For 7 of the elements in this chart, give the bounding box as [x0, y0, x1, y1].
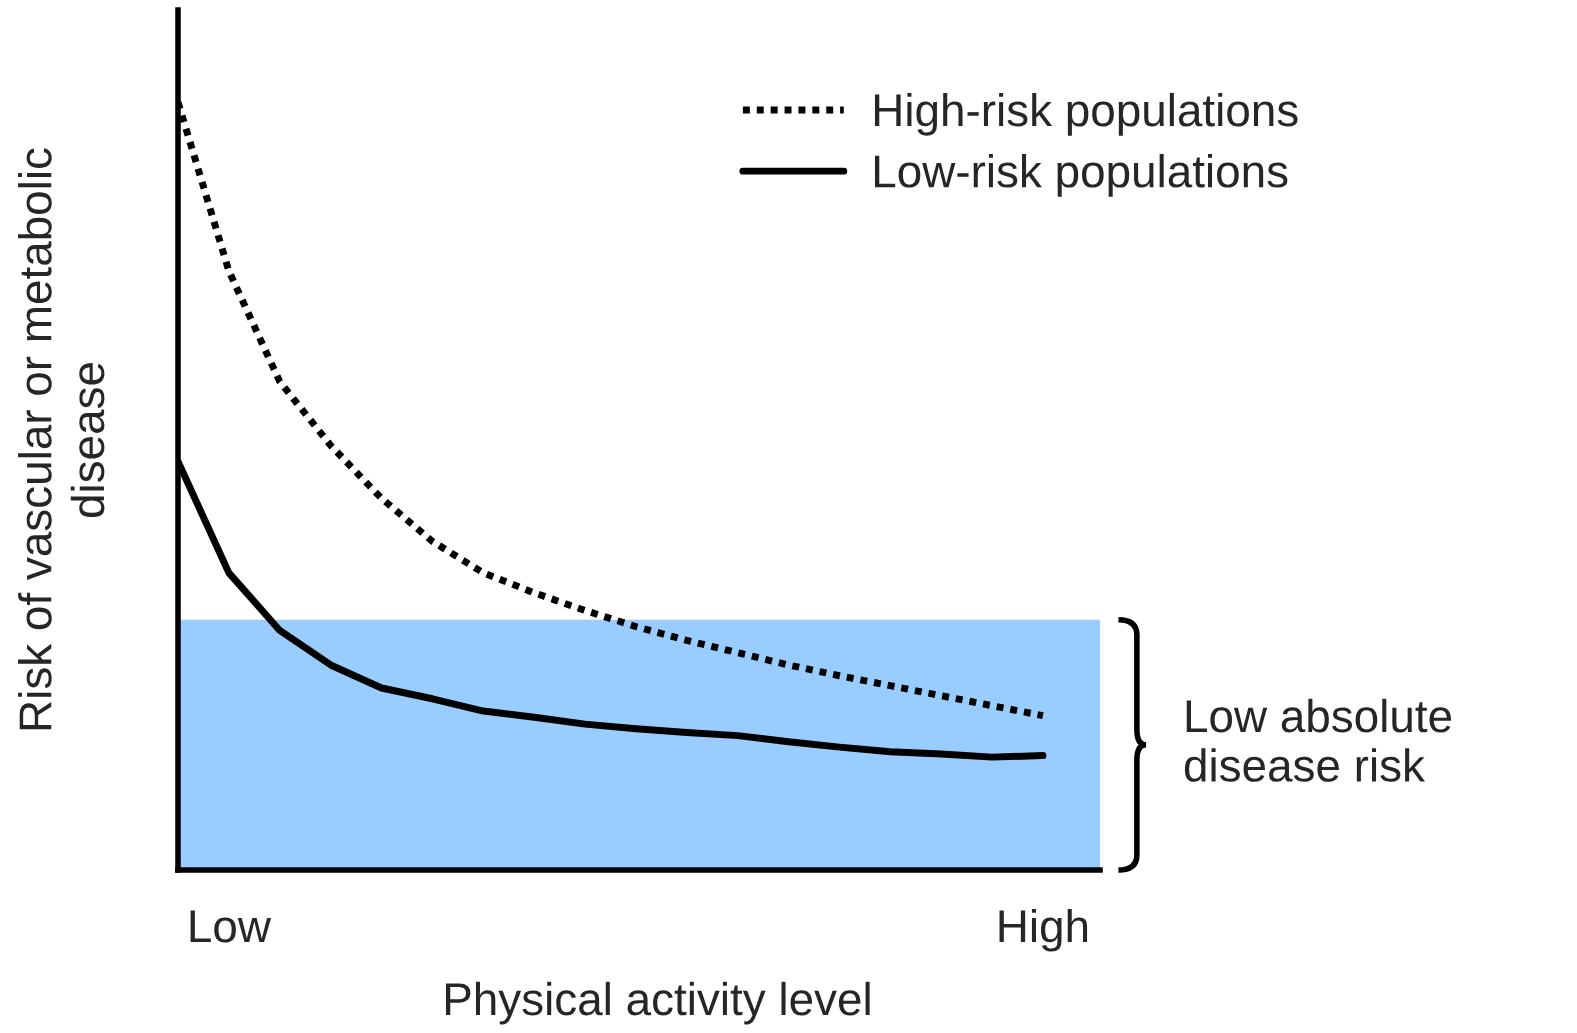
x-tick-label: Low: [190, 910, 272, 943]
x-axis-title: Physical activity level: [445, 981, 870, 1025]
y-axis-title: Risk of vascular or metabolic disease: [18, 148, 105, 730]
legend-label: High-risk populations: [875, 92, 1298, 136]
legend-label: Low-risk populations: [875, 153, 1288, 197]
x-tick-label: High: [999, 908, 1088, 952]
band-label: Low absolute disease risk: [1184, 698, 1452, 782]
